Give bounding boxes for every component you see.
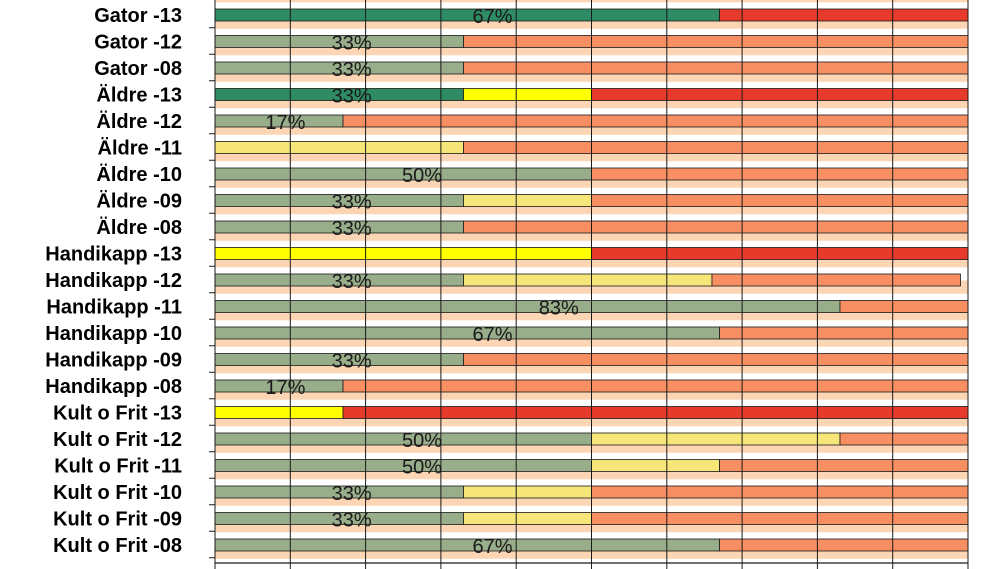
bar-segment xyxy=(719,459,969,472)
category-label: Gator -12 xyxy=(94,32,182,54)
bar-segment xyxy=(719,8,969,22)
bar-segment xyxy=(719,538,969,552)
category-label: Handikapp -09 xyxy=(45,350,182,372)
category-label: Kult o Frit -13 xyxy=(53,403,182,425)
category-label: Äldre -10 xyxy=(96,163,182,186)
data-label: 33% xyxy=(332,351,372,373)
category-label: Handikapp -11 xyxy=(46,297,182,319)
bar-segment xyxy=(591,167,969,181)
data-label: 33% xyxy=(332,59,372,81)
data-label: 33% xyxy=(332,218,372,240)
data-label: 17% xyxy=(265,112,305,134)
category-label: Handikapp -13 xyxy=(45,244,182,266)
bar-segment xyxy=(463,512,592,525)
data-label: 33% xyxy=(332,33,372,55)
category-label: Handikapp -10 xyxy=(45,323,182,345)
data-label: 33% xyxy=(332,510,372,532)
category-label: Handikapp -12 xyxy=(45,270,182,292)
category-label: Äldre -11 xyxy=(98,137,182,160)
data-label: 67% xyxy=(472,324,512,346)
data-label: 33% xyxy=(332,192,372,214)
data-label: 33% xyxy=(332,86,372,108)
bar-segment xyxy=(214,141,464,154)
data-label: 50% xyxy=(402,165,442,187)
data-label: 17% xyxy=(265,377,305,399)
bar-segment xyxy=(711,273,961,287)
bar-segment xyxy=(591,247,969,260)
bar-segment xyxy=(463,485,592,499)
category-label: Äldre -12 xyxy=(96,110,182,133)
bar-segment xyxy=(342,114,969,128)
data-label: 67% xyxy=(472,536,512,558)
category-label: Äldre -09 xyxy=(96,190,182,213)
bar-segment xyxy=(342,379,969,393)
bar-segment xyxy=(591,432,841,446)
bar-segment xyxy=(839,300,969,313)
bar-segment xyxy=(591,194,969,207)
bar-segment xyxy=(591,88,969,101)
category-label: Kult o Frit -12 xyxy=(53,429,182,451)
bar-segment xyxy=(214,300,841,313)
bar-segment xyxy=(342,406,969,419)
category-label: Kult o Frit -08 xyxy=(53,535,182,557)
data-label: 33% xyxy=(332,483,372,505)
data-label: 83% xyxy=(539,298,579,320)
category-label: Gator -08 xyxy=(94,58,182,80)
category-label: Äldre -13 xyxy=(96,84,182,107)
category-label: Gator -13 xyxy=(94,5,182,27)
bar-segment xyxy=(214,247,592,260)
category-label: Handikapp -08 xyxy=(45,376,182,398)
category-label: Kult o Frit -09 xyxy=(53,509,182,531)
data-label: 33% xyxy=(332,271,372,293)
bar-segment xyxy=(591,459,720,472)
bar-segment xyxy=(719,326,969,340)
bar-segment xyxy=(463,194,592,207)
bar-segment xyxy=(214,406,344,419)
bar-segment xyxy=(839,432,969,446)
category-label: Kult o Frit -11 xyxy=(54,456,182,478)
bar-segment xyxy=(591,485,969,499)
bar-segment xyxy=(463,88,592,101)
data-label: 50% xyxy=(402,457,442,479)
data-label: 67% xyxy=(472,6,512,28)
data-label: 50% xyxy=(402,430,442,452)
bar-segment xyxy=(463,273,713,287)
bar-segment xyxy=(591,512,969,525)
category-label: Kult o Frit -10 xyxy=(53,482,182,504)
category-label: Äldre -08 xyxy=(96,216,182,239)
